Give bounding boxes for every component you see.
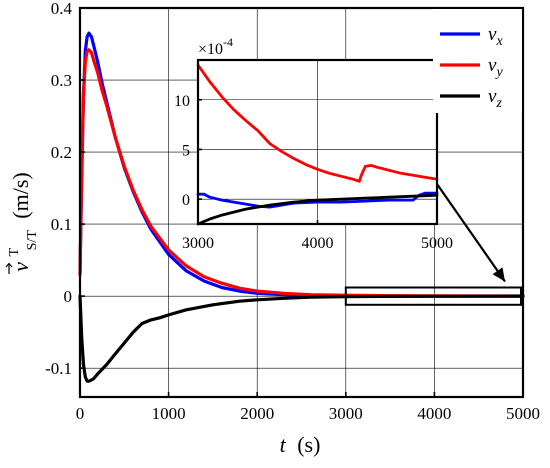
- y-tick-label: 0: [64, 287, 73, 306]
- inset-x-tick-label: 5000: [421, 235, 453, 252]
- inset-series-line-vy: [196, 63, 439, 183]
- y-axis-label: v T S/T (m/s): [0, 172, 41, 272]
- x-tick-label: 5000: [506, 404, 540, 423]
- legend-label-vy: vy: [488, 55, 503, 80]
- x-axis-label: t (s): [280, 432, 321, 457]
- series-line-vy: [78, 48, 525, 298]
- inset-x-tick-label: 3000: [182, 235, 214, 252]
- inset-y-tick-label: 0: [182, 192, 190, 209]
- inset-y-tick-label: 5: [182, 142, 190, 159]
- legend-label-base: v: [488, 86, 497, 107]
- legend-label-base: v: [488, 24, 497, 45]
- y-tick-label: 0.3: [51, 71, 72, 90]
- x-tick-label: 0: [76, 404, 85, 423]
- y-tick-label: 0.4: [51, 0, 73, 18]
- inset-series-line-vz: [196, 193, 439, 226]
- y-tick-label: 0.1: [51, 215, 72, 234]
- legend-label-base: v: [488, 55, 497, 76]
- inset-scale-exponent: -4: [223, 35, 233, 49]
- legend-label-sub: x: [495, 34, 503, 49]
- y-label-vector-arrow: [5, 262, 13, 274]
- legend-label-sub: y: [494, 65, 503, 80]
- series-line-vz: [78, 294, 525, 383]
- x-tick-label: 4000: [417, 404, 451, 423]
- inset-y-tick-label: 10: [174, 93, 190, 110]
- zoom-arrow-shaft: [436, 183, 506, 283]
- inset-scale-base: ×10: [198, 41, 223, 58]
- inset-plot-layer: 3000 4000 5000 0 5 10 ×10-4: [174, 35, 453, 252]
- legend-label-sub: z: [495, 96, 502, 111]
- x-tick-label: 3000: [329, 404, 363, 423]
- legend-label-vz: vz: [488, 86, 502, 111]
- main-plot-frame: [78, 6, 525, 399]
- zoom-indicator-layer: [344, 183, 522, 306]
- x-tick-label: 2000: [240, 404, 274, 423]
- inset-scale-label: ×10-4: [198, 35, 233, 58]
- inset-x-tick-label: 4000: [302, 235, 334, 252]
- x-tick-label: 1000: [152, 404, 186, 423]
- legend-label-vx: vx: [488, 24, 503, 49]
- y-tick-label: 0.2: [51, 143, 72, 162]
- zoom-arrow-head: [492, 267, 505, 282]
- y-tick-label: -0.1: [45, 359, 72, 378]
